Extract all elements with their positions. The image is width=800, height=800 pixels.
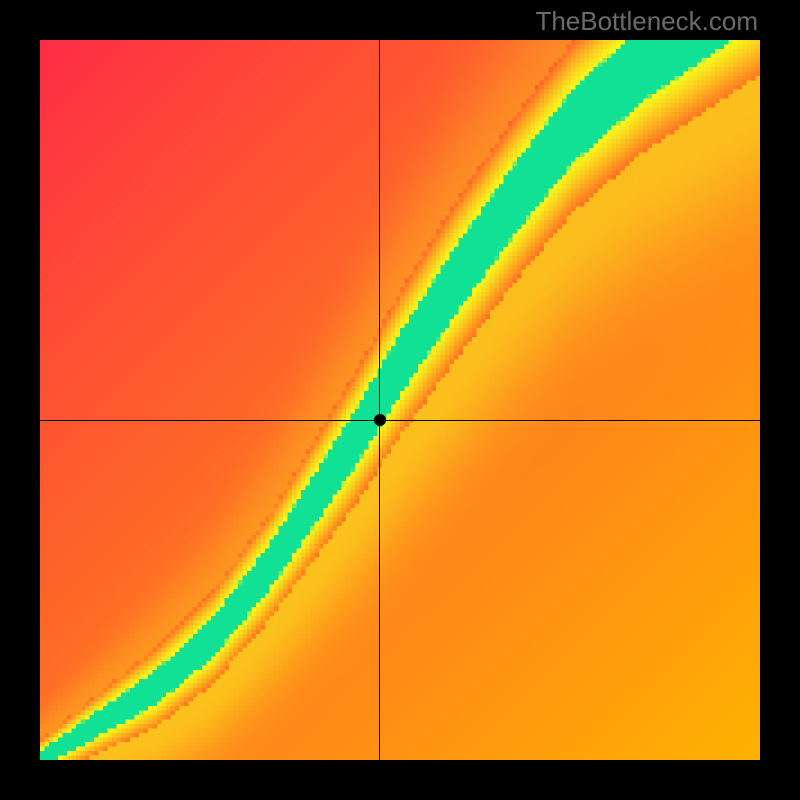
crosshair-vertical — [379, 40, 380, 760]
crosshair-horizontal — [40, 420, 760, 421]
watermark-text: TheBottleneck.com — [535, 6, 758, 37]
bottleneck-heatmap — [40, 40, 760, 760]
crosshair-marker — [374, 414, 386, 426]
chart-container: TheBottleneck.com — [0, 0, 800, 800]
